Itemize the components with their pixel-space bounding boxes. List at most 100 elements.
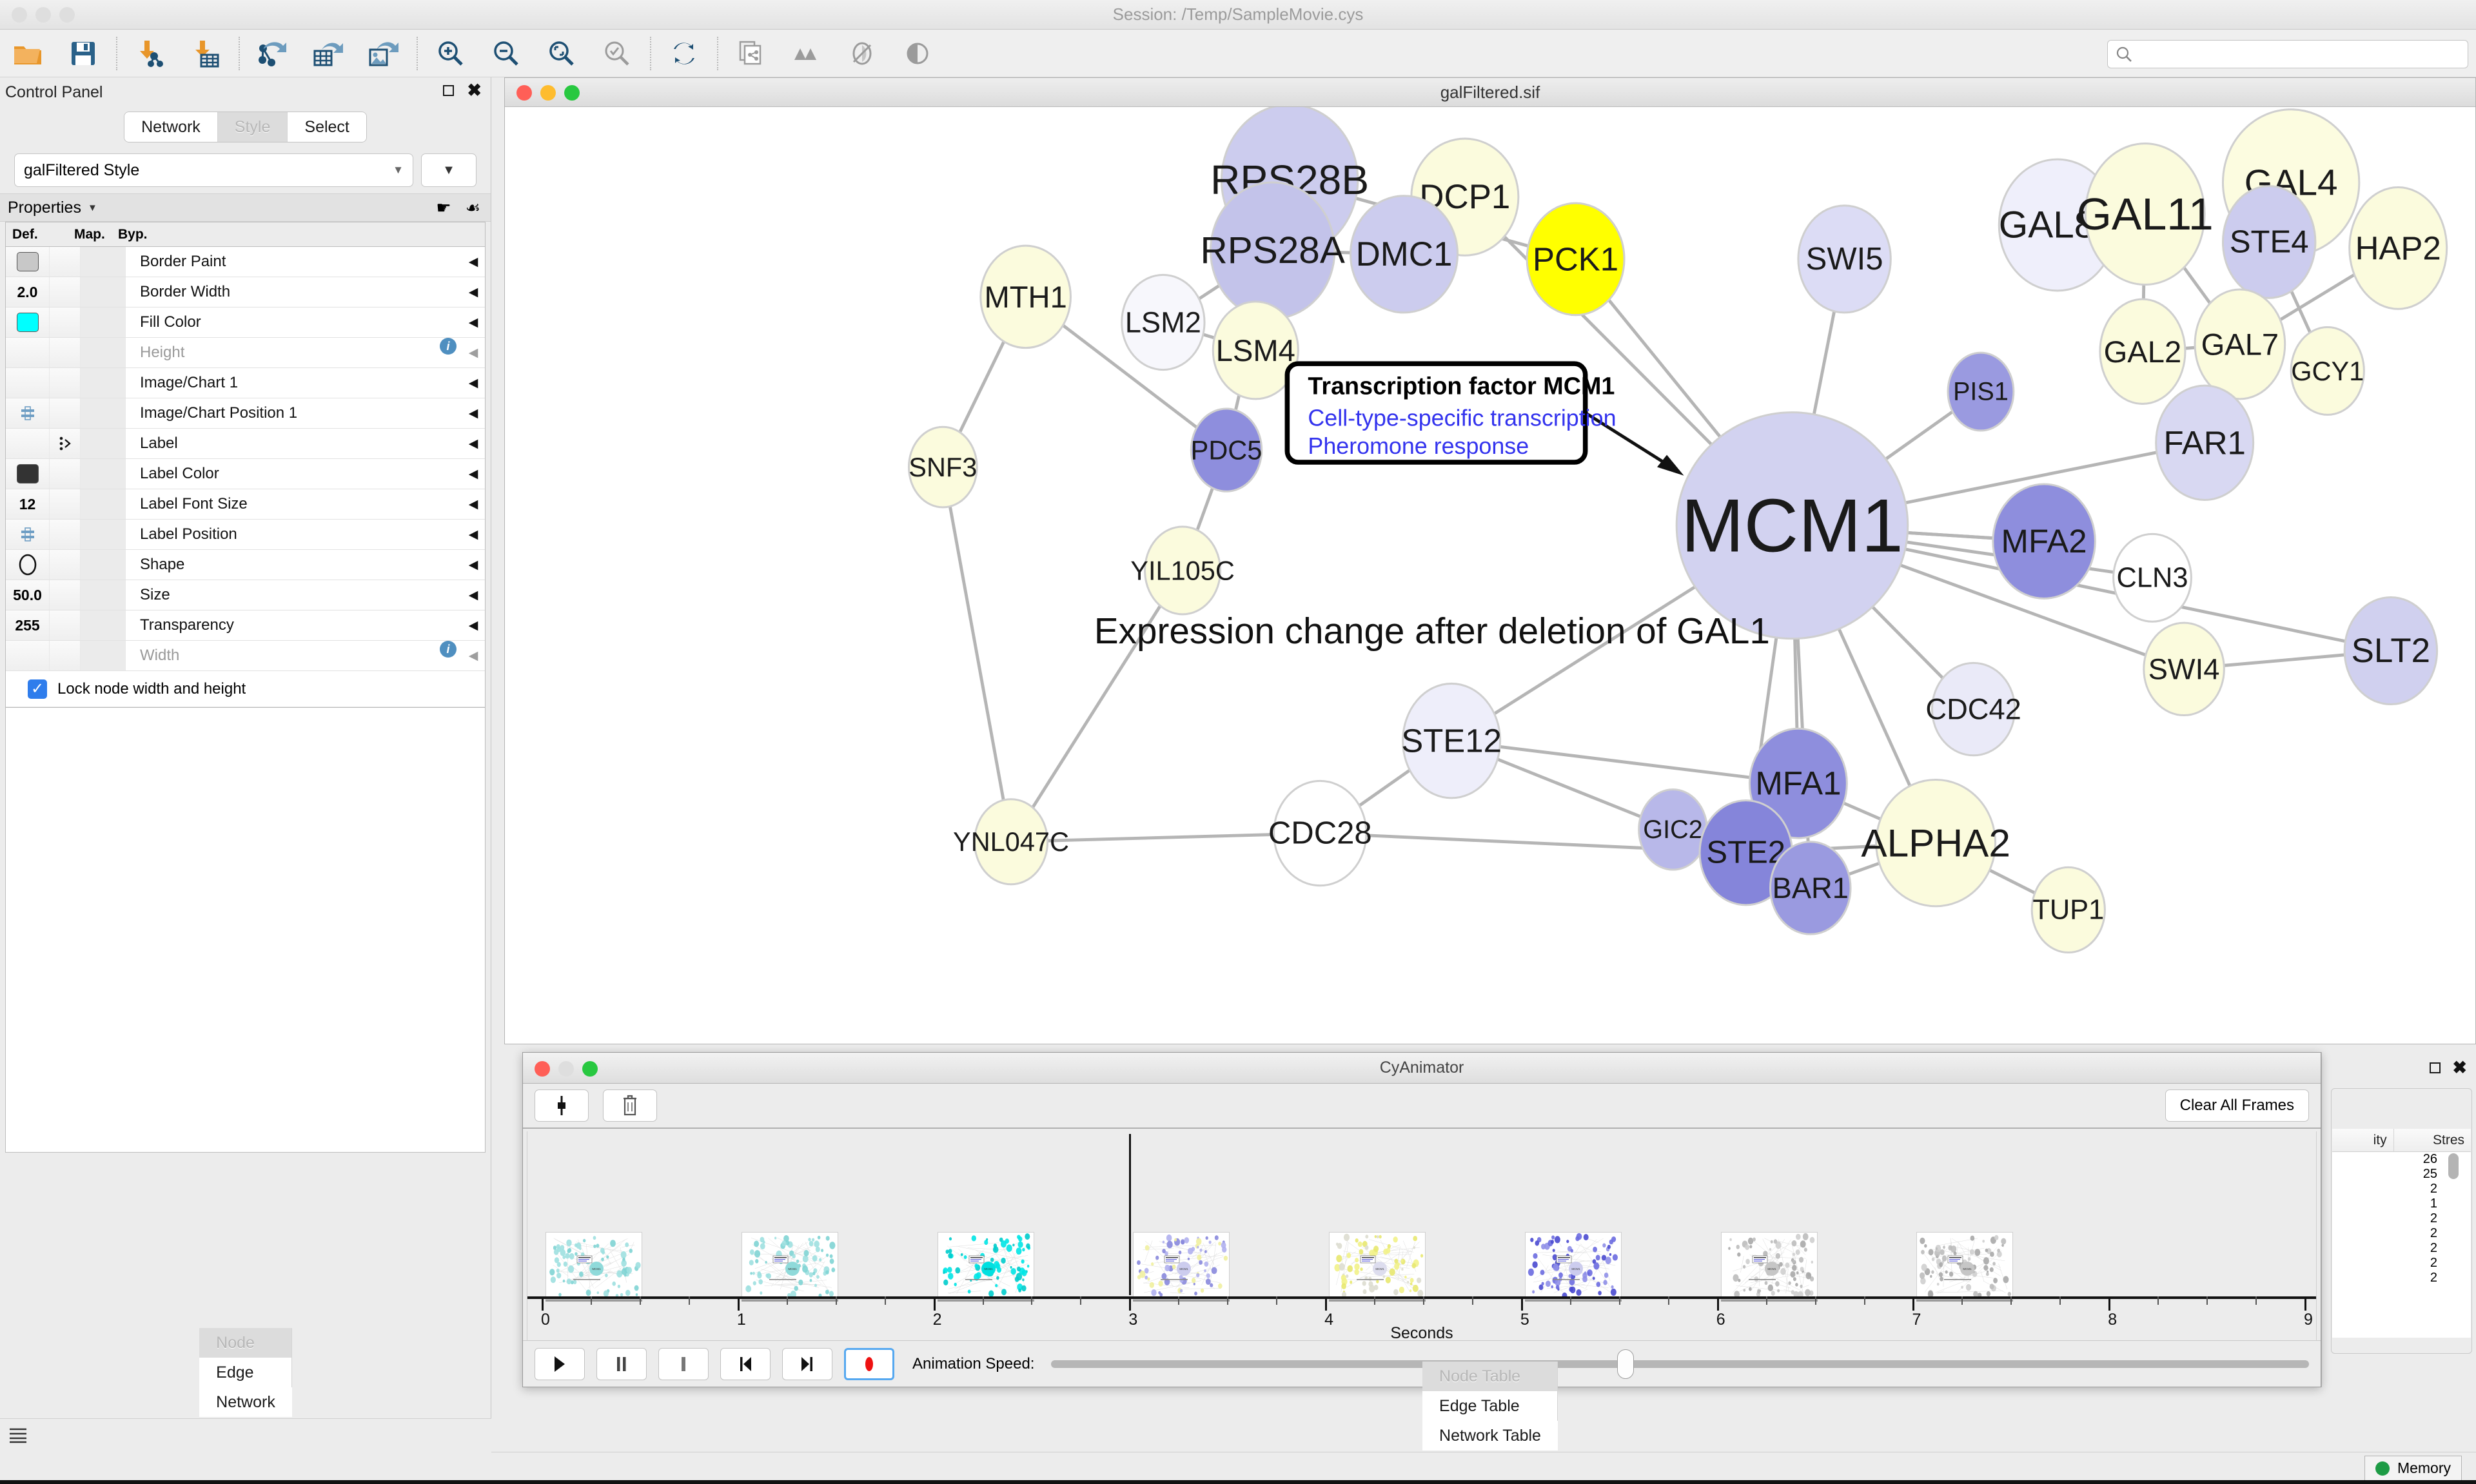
- bypass-cell[interactable]: [81, 610, 126, 640]
- close-window-button[interactable]: [12, 7, 27, 23]
- table-row[interactable]: 26: [2422, 1152, 2437, 1166]
- default-cell[interactable]: [6, 429, 50, 458]
- default-cell[interactable]: [6, 641, 50, 670]
- animation-frame-3[interactable]: MCM1: [1133, 1232, 1230, 1300]
- cyanimator-traffic-lights[interactable]: [535, 1061, 598, 1077]
- property-row-shape[interactable]: Shape ◀: [6, 550, 485, 580]
- network-node-gal11[interactable]: GAL11: [2077, 142, 2214, 286]
- mapping-cell[interactable]: [50, 368, 81, 398]
- show-hidden-icon[interactable]: [834, 30, 890, 77]
- network-node-mth1[interactable]: MTH1: [979, 244, 1072, 349]
- mapping-cell[interactable]: [50, 550, 81, 580]
- expand-arrow-icon[interactable]: ◀: [468, 285, 478, 299]
- expand-arrow-icon[interactable]: ◀: [468, 527, 478, 542]
- expand-arrow-icon[interactable]: ◀: [468, 649, 478, 663]
- expand-arrow-icon[interactable]: ◀: [468, 315, 478, 329]
- mapping-cell[interactable]: [50, 610, 81, 640]
- cyanimator-close-button[interactable]: [535, 1061, 550, 1077]
- tab-edge-table[interactable]: Edge Table: [1422, 1391, 1558, 1421]
- network-node-tup1[interactable]: TUP1: [2030, 866, 2106, 953]
- window-traffic-lights[interactable]: [12, 7, 75, 23]
- animation-speed-slider[interactable]: [1051, 1348, 2309, 1380]
- network-node-gcy1[interactable]: GCY1: [2290, 326, 2365, 416]
- cp-tab-node[interactable]: Node: [199, 1328, 292, 1358]
- network-node-hap2[interactable]: HAP2: [2348, 186, 2448, 310]
- save-icon[interactable]: [55, 30, 111, 77]
- bypass-cell[interactable]: [81, 520, 126, 549]
- default-cell[interactable]: 255: [6, 610, 50, 640]
- tab-network[interactable]: Network: [124, 112, 218, 142]
- network-node-far1[interactable]: FAR1: [2155, 384, 2255, 502]
- default-cell[interactable]: 12: [6, 489, 50, 519]
- expand-arrow-icon[interactable]: ◀: [468, 467, 478, 481]
- property-row-border-width[interactable]: 2.0 Border Width ◀: [6, 277, 485, 308]
- network-node-dmc1[interactable]: DMC1: [1349, 195, 1459, 314]
- default-cell[interactable]: [6, 247, 50, 277]
- cp-tab-network[interactable]: Network: [199, 1387, 292, 1417]
- close-table-panel-icon[interactable]: ✖: [2452, 1057, 2467, 1077]
- color-swatch[interactable]: [16, 252, 39, 271]
- default-cell[interactable]: [6, 550, 50, 580]
- property-row-image-chart-1[interactable]: Image/Chart 1 ◀: [6, 368, 485, 398]
- animation-frame-6[interactable]: MCM1: [1720, 1232, 1818, 1300]
- network-node-yil105c[interactable]: YIL105C: [1130, 525, 1235, 616]
- bypass-cell[interactable]: [81, 247, 126, 277]
- info-icon[interactable]: i: [440, 338, 457, 355]
- expand-arrow-icon[interactable]: ◀: [468, 346, 478, 360]
- network-node-mcm1[interactable]: MCM1: [1675, 411, 1909, 640]
- default-cell[interactable]: [6, 459, 50, 489]
- memory-status-button[interactable]: Memory: [2364, 1455, 2462, 1481]
- network-node-snf3[interactable]: SNF3: [907, 425, 978, 509]
- bypass-cell[interactable]: [81, 277, 126, 307]
- bypass-cell[interactable]: [81, 641, 126, 670]
- animation-frame-5[interactable]: MCM1: [1524, 1232, 1622, 1300]
- open-folder-icon[interactable]: [0, 30, 55, 77]
- float-table-panel-button[interactable]: [2430, 1062, 2441, 1073]
- float-panel-button[interactable]: [443, 85, 455, 96]
- search-input[interactable]: [2107, 40, 2468, 68]
- network-node-cln3[interactable]: CLN3: [2112, 532, 2192, 623]
- table-row[interactable]: 2: [2430, 1241, 2437, 1255]
- expand-arrow-icon[interactable]: ◀: [468, 376, 478, 390]
- stop-button[interactable]: [658, 1347, 709, 1380]
- network-node-gic2[interactable]: GIC2: [1638, 788, 1708, 871]
- task-list-icon[interactable]: [5, 1422, 31, 1448]
- property-row-fill-color[interactable]: Fill Color ◀: [6, 308, 485, 338]
- network-traffic-lights[interactable]: [516, 85, 580, 101]
- network-edge[interactable]: [941, 467, 1013, 843]
- table-row[interactable]: 2: [2430, 1271, 2437, 1285]
- table-row[interactable]: 2: [2430, 1256, 2437, 1270]
- animation-frame-4[interactable]: MCM1: [1329, 1232, 1426, 1300]
- network-node-lsm2[interactable]: LSM2: [1121, 273, 1206, 371]
- bypass-cell[interactable]: [81, 459, 126, 489]
- default-cell[interactable]: 50.0: [6, 580, 50, 610]
- tab-style[interactable]: Style: [217, 112, 288, 142]
- zoom-out-icon[interactable]: [478, 30, 534, 77]
- mapping-cell[interactable]: [50, 247, 81, 277]
- step-back-button[interactable]: [720, 1347, 771, 1380]
- close-panel-icon[interactable]: ✖: [467, 81, 482, 100]
- expand-arrow-icon[interactable]: ◀: [468, 255, 478, 269]
- default-cell[interactable]: [6, 520, 50, 549]
- network-canvas[interactable]: RPS28B DCP1 PCK1 SWI5 GAL80 GAL11 GAL4 STE4 HAP2…: [505, 107, 2475, 1044]
- network-edge[interactable]: [1451, 739, 1799, 785]
- table-row[interactable]: 1: [2430, 1196, 2437, 1211]
- maximize-window-button[interactable]: [59, 7, 75, 23]
- expand-arrow-icon[interactable]: ◀: [468, 497, 478, 511]
- network-node-swi5[interactable]: SWI5: [1797, 204, 1892, 314]
- network-node-pdc5[interactable]: PDC5: [1190, 407, 1263, 493]
- column-stress[interactable]: Stres: [2432, 1132, 2464, 1147]
- network-node-swi4[interactable]: SWI4: [2143, 621, 2225, 717]
- bypass-cell[interactable]: [81, 580, 126, 610]
- default-cell[interactable]: [6, 308, 50, 337]
- network-minimize-button[interactable]: [540, 85, 556, 101]
- network-node-ste12[interactable]: STE12: [1401, 682, 1502, 799]
- record-button[interactable]: [844, 1347, 894, 1380]
- property-row-label-color[interactable]: Label Color ◀: [6, 459, 485, 489]
- network-close-button[interactable]: [516, 85, 532, 101]
- property-row-width[interactable]: Width i ◀: [6, 641, 485, 671]
- lock-node-wh-checkbox[interactable]: ✓: [28, 679, 47, 699]
- animation-frame-7[interactable]: MCM1: [1916, 1232, 2014, 1300]
- export-network-icon[interactable]: [245, 30, 300, 77]
- data-table-scrollbar[interactable]: [2448, 1153, 2459, 1179]
